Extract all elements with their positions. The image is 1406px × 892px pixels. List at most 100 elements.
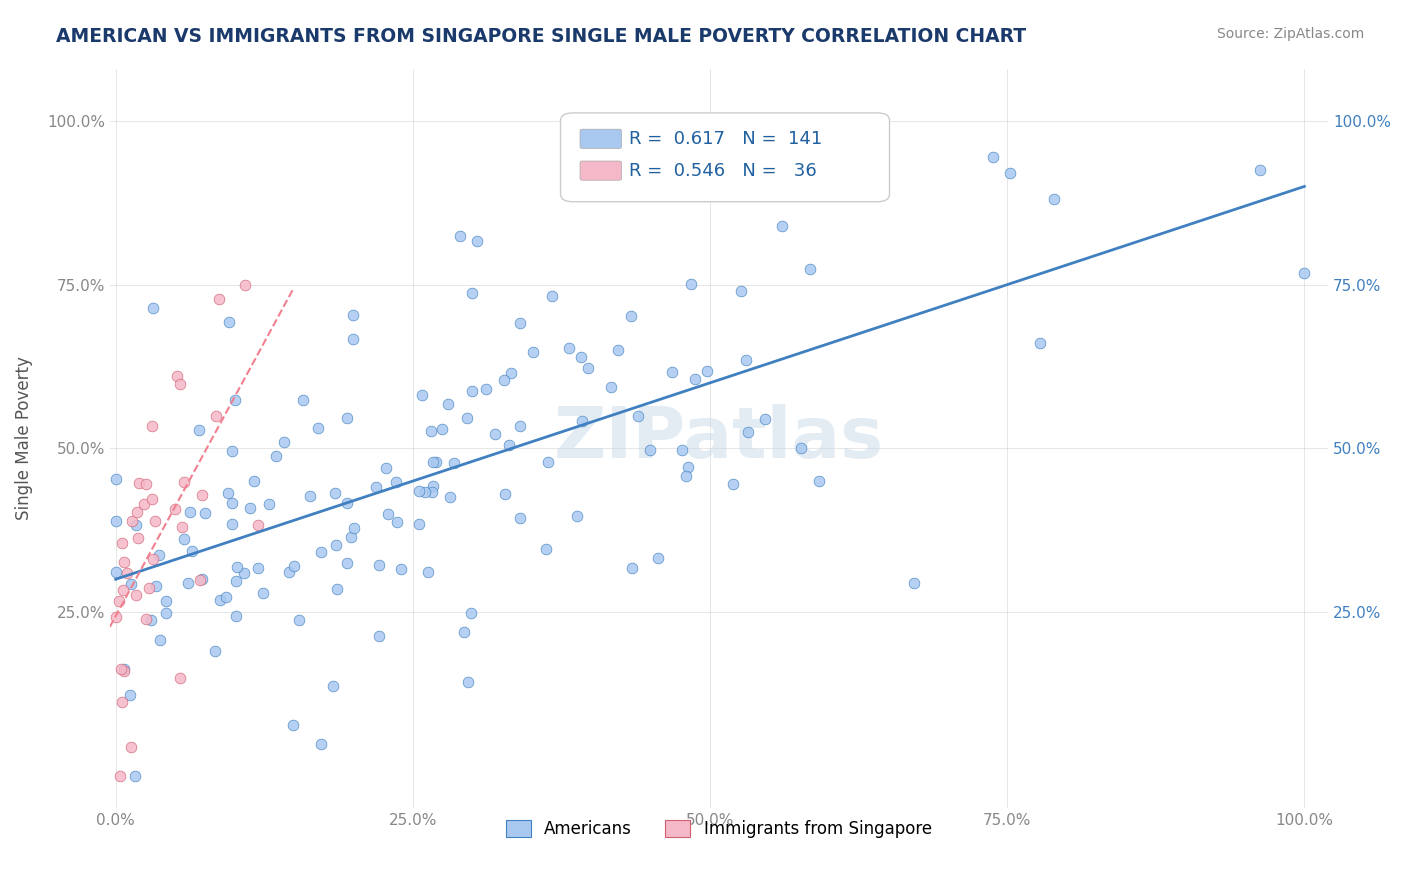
Point: [565, 509, 588, 524]
Point: [121, 515, 143, 529]
Point: [790, 441, 813, 455]
Point: [453, 625, 475, 640]
Point: [243, 474, 266, 488]
Point: [217, 486, 239, 500]
Point: [522, 345, 544, 359]
Point: [114, 662, 136, 676]
Point: [218, 315, 240, 329]
Point: [685, 372, 707, 386]
Point: [437, 397, 460, 411]
Point: [627, 409, 650, 423]
Point: [461, 384, 484, 398]
Point: [225, 574, 247, 589]
Point: [141, 419, 163, 434]
Point: [384, 475, 406, 489]
Point: [686, 146, 709, 161]
Point: [114, 664, 136, 678]
Point: [342, 332, 364, 346]
Point: [799, 262, 821, 277]
Point: [1029, 336, 1052, 351]
Point: [225, 608, 247, 623]
Point: [981, 150, 1004, 164]
Point: [576, 360, 599, 375]
Point: [509, 316, 531, 330]
FancyBboxPatch shape: [581, 161, 621, 180]
Point: [104, 610, 127, 624]
Point: [385, 515, 408, 529]
Point: [600, 380, 623, 394]
Legend: Americans, Immigrants from Singapore: Americans, Immigrants from Singapore: [499, 813, 939, 845]
Point: [492, 373, 515, 387]
Point: [142, 551, 165, 566]
Point: [770, 219, 793, 233]
Point: [681, 277, 703, 292]
Point: [233, 277, 256, 292]
Point: [460, 285, 482, 300]
Point: [188, 424, 211, 438]
Point: [499, 367, 522, 381]
Point: [336, 495, 359, 509]
Point: [808, 474, 831, 488]
Point: [439, 490, 461, 504]
Point: [173, 475, 195, 489]
Point: [104, 565, 127, 579]
Point: [408, 516, 430, 531]
Point: [273, 435, 295, 450]
Point: [323, 486, 346, 500]
Point: [307, 421, 329, 435]
Point: [676, 460, 699, 475]
Point: [449, 229, 471, 244]
Point: [418, 566, 440, 580]
Point: [120, 576, 142, 591]
Point: [259, 497, 281, 511]
Point: [155, 606, 177, 620]
Point: [125, 505, 148, 519]
Point: [170, 520, 193, 534]
Point: [389, 562, 412, 576]
Point: [221, 496, 243, 510]
Text: R =  0.546   N =   36: R = 0.546 N = 36: [628, 161, 817, 179]
Point: [456, 411, 478, 425]
Point: [179, 505, 201, 519]
Point: [232, 566, 254, 580]
Point: [125, 588, 148, 602]
Point: [181, 544, 204, 558]
Point: [163, 502, 186, 516]
Point: [143, 514, 166, 528]
Point: [336, 410, 359, 425]
Point: [221, 443, 243, 458]
Text: R =  0.617   N =  141: R = 0.617 N = 141: [628, 130, 823, 148]
Point: [413, 485, 436, 500]
Point: [111, 582, 134, 597]
Point: [166, 369, 188, 384]
Point: [432, 422, 454, 436]
Point: [484, 426, 506, 441]
Point: [135, 612, 157, 626]
Point: [135, 477, 157, 491]
Point: [110, 662, 132, 676]
Point: [115, 566, 138, 580]
Point: [422, 485, 444, 500]
Point: [191, 488, 214, 502]
Point: [509, 511, 531, 525]
Point: [149, 633, 172, 648]
Point: [696, 364, 718, 378]
Point: [342, 308, 364, 322]
Point: [111, 535, 134, 549]
Point: [754, 412, 776, 426]
Point: [246, 560, 269, 574]
Point: [377, 508, 399, 522]
FancyBboxPatch shape: [561, 113, 890, 202]
Point: [340, 530, 363, 544]
Point: [443, 457, 465, 471]
Point: [239, 501, 262, 516]
Point: [105, 515, 128, 529]
Point: [215, 590, 238, 604]
Point: [537, 455, 560, 469]
Point: [208, 592, 231, 607]
Point: [721, 477, 744, 491]
Text: ZIPatlas: ZIPatlas: [554, 404, 884, 473]
Point: [141, 492, 163, 507]
Point: [671, 442, 693, 457]
Point: [194, 506, 217, 520]
